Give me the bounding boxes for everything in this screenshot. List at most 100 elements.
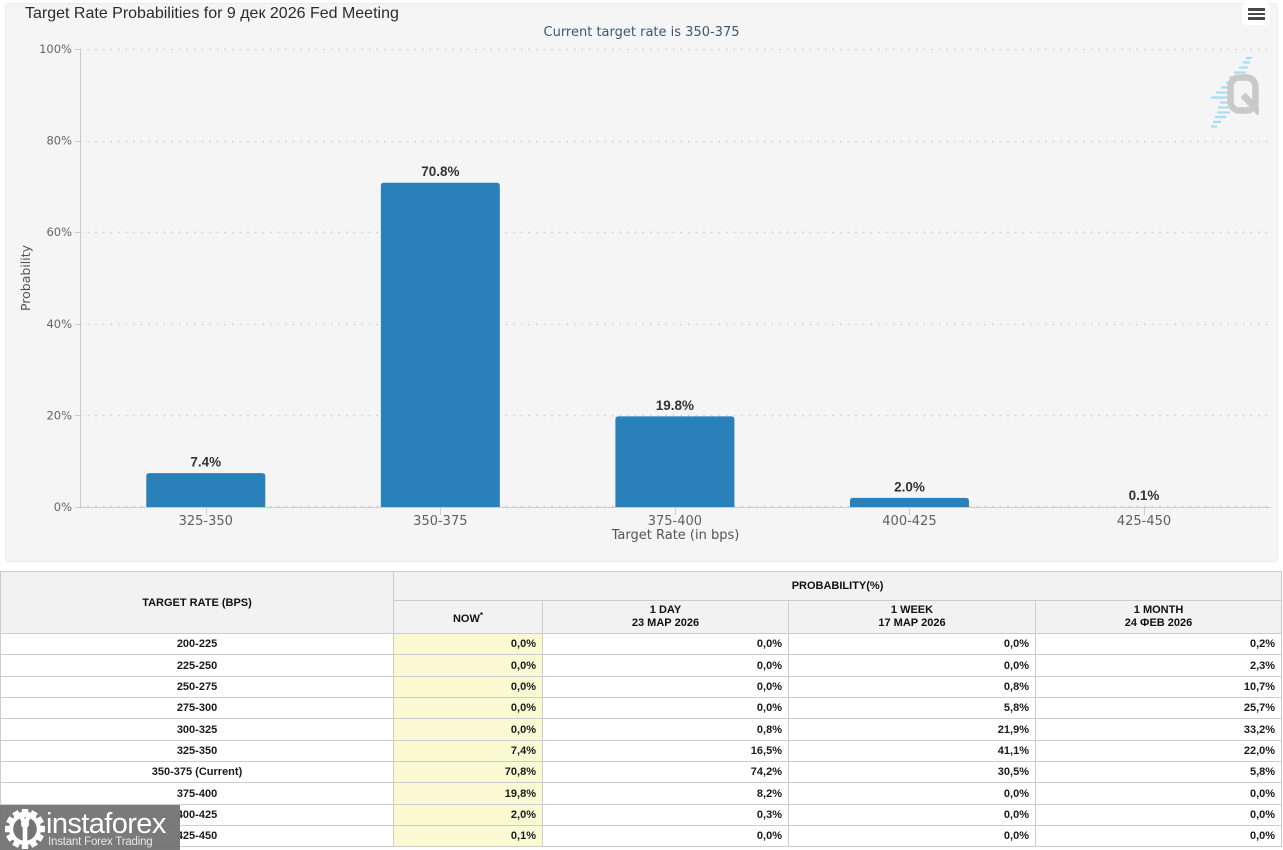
now-probability-cell: 0,1%: [393, 825, 543, 848]
probability-cell: 2,3%: [1034, 654, 1283, 677]
x-axis-category-label: 400-425: [882, 514, 936, 529]
now-probability-cell: 0,0%: [393, 718, 543, 741]
probability-cell: 0,2%: [1034, 632, 1283, 656]
probability-cell: 16,5%: [542, 739, 789, 763]
probability-cell: 0,0%: [1034, 803, 1283, 827]
target-rate-cell: 275-300: [0, 697, 394, 720]
probability-cell: 0,0%: [1034, 782, 1283, 805]
chart-context-menu-button[interactable]: [1242, 3, 1270, 25]
x-axis-category-label: 425-450: [1117, 514, 1171, 529]
probability-cell: 0,0%: [1034, 825, 1283, 848]
probability-cell: 0,0%: [542, 675, 789, 699]
bar-value-label: 7.4%: [190, 455, 221, 470]
gear-logo-icon: [5, 809, 45, 849]
bar-325-350[interactable]: [146, 473, 266, 507]
now-probability-cell: 0,0%: [393, 654, 543, 677]
chart-title: Target Rate Probabilities for 9 дек 2026…: [25, 5, 399, 22]
y-axis-tick-label: 0%: [54, 500, 72, 514]
x-axis-title: Target Rate (in bps): [611, 528, 740, 543]
target-rate-cell: 350-375 (Current): [0, 761, 394, 784]
y-axis-tick-label: 60%: [46, 225, 72, 239]
y-axis-tick-label: 80%: [46, 134, 72, 148]
y-axis-title: Probability: [18, 244, 33, 311]
probability-cell: 0,8%: [542, 718, 789, 741]
probability-cell: 33,2%: [1034, 718, 1283, 741]
probability-cell: 0,0%: [542, 825, 789, 848]
probability-cell: 74,2%: [542, 761, 789, 784]
probability-cell: 8,2%: [542, 782, 789, 805]
table-row-375-400: 375-400 19,8% 8,2% 0,0% 0,0%: [0, 782, 1283, 805]
x-axis-category-label: 350-375: [413, 514, 467, 529]
bar-value-label: 0.1%: [1129, 488, 1160, 503]
now-probability-cell: 70,8%: [393, 761, 543, 784]
x-axis-category-label: 325-350: [179, 514, 233, 529]
probability-cell: 41,1%: [788, 739, 1036, 763]
target-rate-cell: 225-250: [0, 654, 394, 677]
y-axis-tick-label: 40%: [46, 317, 72, 331]
probability-cell: 0,0%: [788, 632, 1036, 656]
probability-cell: 0,0%: [788, 654, 1036, 677]
bar-400-425[interactable]: [849, 497, 969, 507]
table-row-350-375: 350-375 (Current) 70,8% 74,2% 30,5% 5,8%: [0, 761, 1283, 784]
now-probability-cell: 2,0%: [393, 803, 543, 827]
table-row-225-250: 225-250 0,0% 0,0% 0,0% 2,3%: [0, 654, 1283, 677]
probability-cell: 0,0%: [542, 632, 789, 656]
brand-name: instaforex: [46, 808, 166, 840]
col-header-1-week: 1 WEEK 17 МАР 2026: [788, 600, 1036, 634]
table-row-325-350: 325-350 7,4% 16,5% 41,1% 22,0%: [0, 739, 1283, 763]
bar-value-label: 2.0%: [894, 479, 925, 494]
fed-meeting-probability-chart: Target Rate Probabilities for 9 дек 2026…: [5, 3, 1278, 562]
bar-value-label: 70.8%: [421, 164, 459, 179]
col-header-now: NOW*: [393, 600, 543, 634]
now-probability-cell: 7,4%: [393, 739, 543, 763]
probability-cell: 0,0%: [542, 697, 789, 720]
table-row-300-325: 300-325 0,0% 0,8% 21,9% 33,2%: [0, 718, 1283, 741]
bar-chart: 0% 20% 40% 60% 80% 100% 7.4% 325-350 70.8% 350-37…: [18, 42, 1271, 543]
probability-cell: 21,9%: [788, 718, 1036, 741]
probability-cell: 0,3%: [542, 803, 789, 827]
now-probability-cell: 0,0%: [393, 697, 543, 720]
instaforex-watermark: instaforex Instant Forex Trading: [0, 805, 180, 850]
col-header-1-day: 1 DAY 23 МАР 2026: [542, 600, 789, 634]
brand-tagline: Instant Forex Trading: [48, 836, 153, 848]
probability-cell: 22,0%: [1034, 739, 1283, 763]
probability-cell: 0,0%: [788, 782, 1036, 805]
probability-cell: 0,8%: [788, 675, 1036, 699]
target-rate-cell: 325-350: [0, 739, 394, 763]
probability-cell: 0,0%: [788, 825, 1036, 848]
col-header-probability: PROBABILITY(%): [392, 571, 1283, 601]
table-row-425-450: 425-450 0,1% 0,0% 0,0% 0,0%: [0, 825, 1283, 848]
probability-cell: 0,0%: [542, 654, 789, 677]
table-row-250-275: 250-275 0,0% 0,0% 0,8% 10,7%: [0, 675, 1283, 699]
hamburger-menu-icon: [1247, 8, 1265, 11]
y-axis-tick-label: 20%: [46, 408, 72, 422]
col-header-1-month: 1 MONTH 24 ФЕВ 2026: [1034, 600, 1283, 634]
probability-cell: 25,7%: [1034, 697, 1283, 720]
target-rate-cell: 300-325: [0, 718, 394, 741]
now-probability-cell: 0,0%: [393, 675, 543, 699]
table-row-275-300: 275-300 0,0% 0,0% 5,8% 25,7%: [0, 697, 1283, 720]
table-row-400-425: 400-425 2,0% 0,3% 0,0% 0,0%: [0, 803, 1283, 827]
target-rate-cell: 200-225: [0, 632, 394, 656]
probability-cell: 10,7%: [1034, 675, 1283, 699]
bar-350-375[interactable]: [380, 182, 500, 507]
chart-subtitle: Current target rate is 350-375: [543, 25, 740, 40]
target-rate-cell: 250-275: [0, 675, 394, 699]
target-rate-cell: 375-400: [0, 782, 394, 805]
table-row-200-225: 200-225 0,0% 0,0% 0,0% 0,2%: [0, 632, 1283, 656]
probability-cell: 5,8%: [788, 697, 1036, 720]
col-header-target-rate: TARGET RATE (BPS): [0, 571, 394, 634]
now-probability-cell: 0,0%: [393, 632, 543, 656]
now-probability-cell: 19,8%: [393, 782, 543, 805]
quikstrike-q-logo-icon: [1211, 56, 1259, 128]
probability-cell: 0,0%: [788, 803, 1036, 827]
probability-table-header: TARGET RATE (BPS) PROBABILITY(%) NOW* 1 D…: [0, 571, 1283, 634]
y-axis-tick-label: 100%: [39, 42, 72, 56]
bar-value-label: 19.8%: [656, 398, 694, 413]
probability-cell: 30,5%: [788, 761, 1036, 784]
bar-375-400[interactable]: [615, 416, 735, 507]
probability-table: TARGET RATE (BPS) PROBABILITY(%) NOW* 1 D…: [0, 571, 1283, 848]
probability-cell: 5,8%: [1034, 761, 1283, 784]
x-axis-category-label: 375-400: [648, 514, 702, 529]
